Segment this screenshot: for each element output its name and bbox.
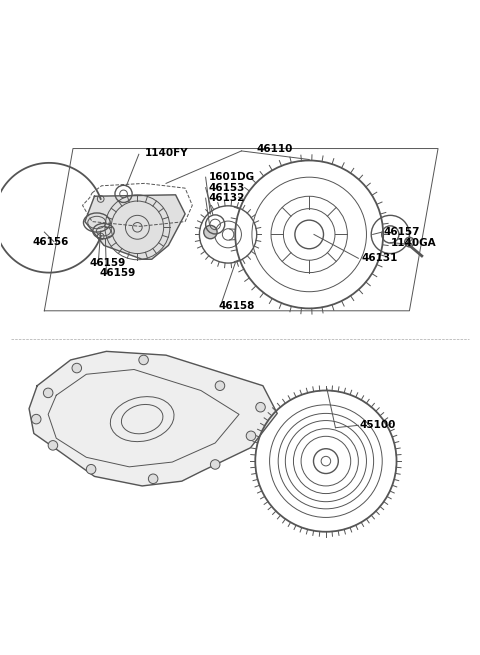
Text: 46158: 46158 xyxy=(218,301,255,311)
Circle shape xyxy=(148,474,158,483)
Circle shape xyxy=(48,441,58,450)
Circle shape xyxy=(204,225,217,238)
Text: 1601DG: 1601DG xyxy=(209,172,255,182)
Text: 46159: 46159 xyxy=(99,268,135,278)
Circle shape xyxy=(215,381,225,390)
Polygon shape xyxy=(85,195,185,259)
Circle shape xyxy=(139,355,148,365)
Text: 46159: 46159 xyxy=(90,258,126,268)
Circle shape xyxy=(210,460,220,469)
Text: 46132: 46132 xyxy=(209,193,245,203)
Circle shape xyxy=(32,415,41,424)
Text: 1140GA: 1140GA xyxy=(390,238,436,248)
Circle shape xyxy=(72,364,82,373)
Text: 46157: 46157 xyxy=(383,227,420,237)
Circle shape xyxy=(43,388,53,398)
Text: 46153: 46153 xyxy=(209,183,245,193)
Circle shape xyxy=(246,431,256,441)
Text: 46131: 46131 xyxy=(362,253,398,263)
Text: 46156: 46156 xyxy=(33,236,69,246)
Polygon shape xyxy=(29,351,277,486)
Circle shape xyxy=(256,402,265,412)
Circle shape xyxy=(86,464,96,474)
Text: 45100: 45100 xyxy=(360,421,396,430)
Text: 1140FY: 1140FY xyxy=(144,148,188,159)
Text: 46110: 46110 xyxy=(257,143,293,153)
